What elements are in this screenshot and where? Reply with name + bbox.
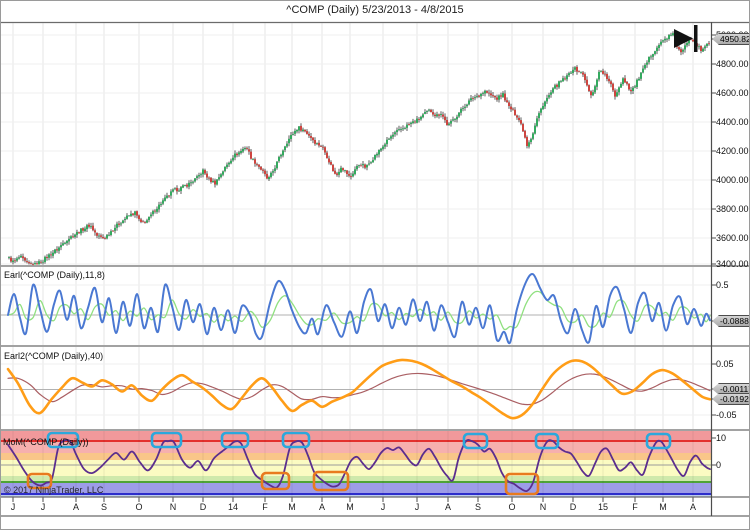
earl2-orange-value-badge: -0.0192 [712, 393, 750, 405]
earl2-panel[interactable] [0, 347, 711, 429]
time-axis-label: S [100, 502, 107, 512]
candlestick-series[interactable] [8, 31, 710, 266]
axis-tick-label: 3600.00 [716, 233, 749, 243]
earl2-red-line[interactable] [7, 372, 711, 406]
time-axis-label: A [444, 502, 451, 512]
time-axis-label: N [169, 502, 177, 512]
mom-purple-line[interactable] [7, 439, 711, 493]
time-axis-label: 14 [227, 502, 238, 512]
time-axis-label: 15 [597, 502, 608, 512]
peak-highlight-box [281, 431, 311, 449]
time-axis-label: F [632, 502, 638, 512]
earl-blue-line[interactable] [7, 273, 711, 345]
axis-tick-label: -0.05 [716, 410, 737, 420]
axis-tick-label: 4400.00 [716, 117, 749, 127]
time-axis-label: J [414, 502, 420, 512]
peak-highlight-box [462, 432, 489, 450]
axis-tick-label: 3400.00 [716, 259, 749, 269]
time-axis-label: J [380, 502, 386, 512]
time-axis-label: F [262, 502, 268, 512]
price-axis[interactable] [711, 22, 750, 516]
trough-highlight-box [504, 472, 540, 496]
time-axis-label: D [569, 502, 577, 512]
axis-tick-label: 4800.00 [716, 59, 749, 69]
trough-highlight-box [26, 472, 53, 490]
time-axis-label: J [40, 502, 46, 512]
time-axis-label: A [689, 502, 696, 512]
time-axis-label: M [288, 502, 296, 512]
annotation-boxes[interactable] [26, 431, 672, 496]
peak-highlight-box [46, 431, 80, 449]
earl2-panel-label: Earl2(^COMP (Daily),40) [4, 351, 104, 361]
earl-value-badge: -0.0888 [712, 315, 750, 327]
panel-separators [0, 21, 750, 517]
earl2-orange-line[interactable] [6, 358, 712, 420]
axis-tick-label: 10 [716, 433, 727, 443]
earl-panel-label: Earl(^COMP (Daily),11,8) [4, 270, 105, 280]
peak-highlight-box [645, 432, 672, 450]
time-axis-label: D [199, 502, 207, 512]
time-axis-label: O [508, 502, 516, 512]
axis-tick-label: 3800.00 [716, 204, 749, 214]
time-axis[interactable] [0, 497, 711, 516]
time-axis-label: M [659, 502, 667, 512]
time-axis-label: S [474, 502, 481, 512]
peak-highlight-box [220, 431, 250, 449]
peak-highlight-box [150, 431, 183, 449]
time-axis-label: J [10, 502, 16, 512]
time-axis-label: M [346, 502, 354, 512]
time-axis-label: A [72, 502, 79, 512]
axis-tick-label: 0 [716, 460, 722, 470]
mom-panel-label: MoM(^COMP (Daily)) [3, 437, 89, 447]
axis-tick-label: 0.5 [716, 280, 729, 290]
trough-highlight-box [312, 470, 350, 492]
mom-panel[interactable] [0, 431, 711, 497]
axis-tick-label: 4000.00 [716, 175, 749, 185]
axis-tick-label: 4600.00 [716, 88, 749, 98]
axis-tick-label: 0.05 [716, 359, 734, 369]
trough-highlight-box [260, 471, 291, 491]
gridlines [1, 23, 711, 497]
last-bar-marker-icon[interactable] [674, 25, 698, 52]
price-panel[interactable] [0, 23, 711, 265]
last-price-badge: 4950.82 [712, 33, 750, 45]
earl2-red-value-badge: -0.00117 [712, 383, 750, 395]
time-axis-label: N [539, 502, 547, 512]
peak-highlight-box [534, 432, 560, 450]
chart-title: ^COMP (Daily) 5/23/2013 - 4/8/2015 [286, 4, 464, 16]
time-axis-label: O [135, 502, 143, 512]
earl-panel[interactable] [0, 267, 711, 345]
axis-tick-label: 4200.00 [716, 146, 749, 156]
time-axis-label: A [318, 502, 325, 512]
copyright-text: © 2017 NinjaTrader, LLC [4, 485, 104, 495]
